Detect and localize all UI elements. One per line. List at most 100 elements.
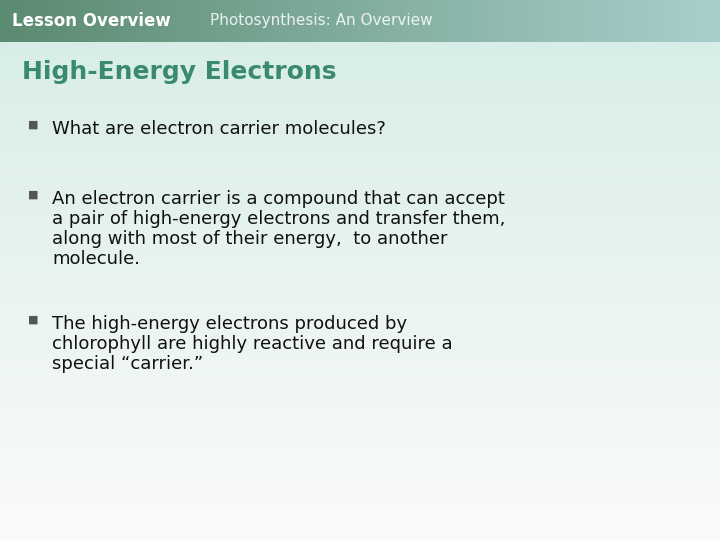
Bar <box>657 0 661 42</box>
Bar <box>0 366 720 370</box>
Bar <box>382 0 385 42</box>
Bar <box>698 0 702 42</box>
Bar <box>607 0 611 42</box>
Bar <box>696 0 699 42</box>
Bar <box>583 0 587 42</box>
Bar <box>0 420 720 423</box>
Bar <box>0 496 720 500</box>
Bar <box>0 418 720 422</box>
Bar <box>0 375 720 379</box>
Bar <box>353 0 356 42</box>
Bar <box>0 416 720 420</box>
Bar <box>358 0 361 42</box>
Bar <box>624 0 627 42</box>
Bar <box>0 296 720 300</box>
Bar <box>216 0 220 42</box>
Bar <box>132 0 135 42</box>
Bar <box>0 443 720 447</box>
Bar <box>444 0 447 42</box>
Bar <box>490 0 493 42</box>
Bar <box>715 0 719 42</box>
Bar <box>0 361 720 365</box>
Bar <box>144 0 148 42</box>
Bar <box>146 0 150 42</box>
Bar <box>0 139 720 143</box>
Bar <box>0 119 720 123</box>
Bar <box>0 524 720 528</box>
Bar <box>50 0 54 42</box>
Bar <box>0 392 720 395</box>
Bar <box>369 0 373 42</box>
Bar <box>0 117 720 121</box>
Bar <box>156 0 159 42</box>
Bar <box>485 0 488 42</box>
Bar <box>684 0 688 42</box>
Bar <box>0 313 720 317</box>
Bar <box>295 0 299 42</box>
Bar <box>0 127 720 131</box>
Bar <box>0 315 720 319</box>
Bar <box>0 395 720 398</box>
Bar <box>540 0 544 42</box>
Bar <box>0 529 720 532</box>
Bar <box>545 0 548 42</box>
Bar <box>0 318 720 322</box>
Bar <box>0 424 720 428</box>
Bar <box>0 0 4 42</box>
Bar <box>0 137 720 141</box>
Bar <box>120 0 123 42</box>
Bar <box>207 0 210 42</box>
Bar <box>0 262 720 266</box>
Bar <box>302 0 306 42</box>
Bar <box>281 0 284 42</box>
Bar <box>650 0 654 42</box>
Bar <box>0 285 720 289</box>
Text: chlorophyll are highly reactive and require a: chlorophyll are highly reactive and requ… <box>52 335 453 353</box>
Bar <box>0 328 720 332</box>
Bar <box>0 380 720 383</box>
Bar <box>89 0 92 42</box>
Bar <box>0 284 720 287</box>
Bar <box>137 0 140 42</box>
Bar <box>53 0 56 42</box>
Bar <box>0 353 720 357</box>
Bar <box>0 191 720 194</box>
Bar <box>0 516 720 519</box>
Bar <box>319 0 323 42</box>
Bar <box>552 0 555 42</box>
Bar <box>0 401 720 405</box>
Bar <box>0 116 720 119</box>
Bar <box>600 0 603 42</box>
Bar <box>0 55 720 58</box>
Bar <box>0 506 720 509</box>
Bar <box>516 0 519 42</box>
Bar <box>441 0 445 42</box>
Bar <box>0 287 720 291</box>
Bar <box>0 83 720 86</box>
Bar <box>0 373 720 377</box>
Bar <box>0 260 720 264</box>
Bar <box>0 194 720 198</box>
Bar <box>0 519 720 523</box>
Bar <box>686 0 690 42</box>
Bar <box>0 479 720 483</box>
Bar <box>223 0 227 42</box>
Bar <box>86 0 90 42</box>
Bar <box>31 0 35 42</box>
Bar <box>588 0 591 42</box>
Bar <box>576 0 580 42</box>
Bar <box>117 0 121 42</box>
Bar <box>509 0 512 42</box>
Bar <box>0 49 720 53</box>
Bar <box>254 0 258 42</box>
Bar <box>139 0 143 42</box>
Bar <box>449 0 452 42</box>
Bar <box>0 96 720 99</box>
Bar <box>209 0 212 42</box>
Bar <box>574 0 577 42</box>
Bar <box>79 0 83 42</box>
Bar <box>0 84 720 88</box>
Bar <box>45 0 49 42</box>
Bar <box>307 0 310 42</box>
Bar <box>142 0 145 42</box>
